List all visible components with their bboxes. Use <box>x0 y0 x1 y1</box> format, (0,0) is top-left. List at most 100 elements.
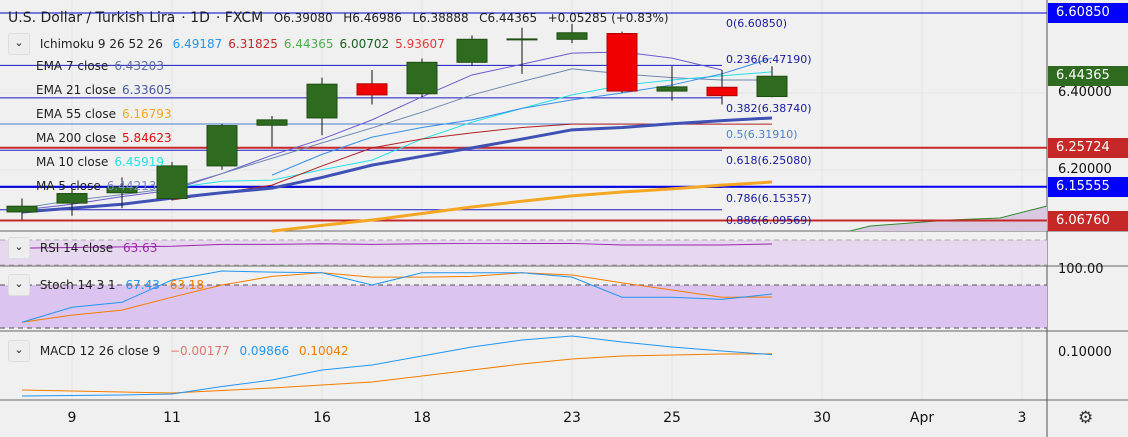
ichimoku-legend: ⌄ Ichimoku 9 26 52 26 6.49187 6.31825 6.44… <box>8 33 457 55</box>
ma-label: MA 10 close <box>36 155 109 169</box>
stoch-d-value: 63.18 <box>169 277 205 292</box>
macd-legend: ⌄ MACD 12 26 close 9 −0.00177 0.09866 0.… <box>8 340 355 362</box>
macd-hist-value: −0.00177 <box>169 343 230 358</box>
candle-body <box>606 33 638 92</box>
stoch-band <box>0 285 1047 328</box>
fib-label: 0.786(6.15357) <box>726 191 812 205</box>
candle-body <box>656 86 688 92</box>
ichimoku-value: 5.93607 <box>395 36 445 51</box>
candle-body <box>6 205 38 213</box>
ma-label: MA 5 close <box>36 179 101 193</box>
stoch-d-line <box>21 272 773 323</box>
ichimoku-value: 6.49187 <box>172 36 223 51</box>
ichimoku-value: 6.44365 <box>283 36 334 51</box>
price-label: 6.06760 <box>1048 210 1128 231</box>
open-value: O6.39080 <box>273 11 333 25</box>
stoch-legend: ⌄ Stoch 14 3 1 67.43 63.18 <box>8 274 210 296</box>
price-tick: 6.40000 <box>1058 85 1112 100</box>
ma-legend-item: MA 200 close 5.84623 <box>36 131 178 145</box>
symbol-name: U.S. Dollar / Turkish Lira <box>8 10 176 26</box>
candle-body <box>756 75 788 98</box>
fib-label: 0.5(6.31910) <box>726 128 798 142</box>
ma-label: EMA 7 close <box>36 59 109 73</box>
ichimoku-label: Ichimoku 9 26 52 26 <box>39 36 163 51</box>
ma-value: 6.43203 <box>114 59 164 73</box>
candle-body <box>406 61 438 95</box>
fib-label: 0(6.60850) <box>726 17 788 30</box>
high-value: H6.46986 <box>343 11 402 25</box>
chevron-down-icon[interactable]: ⌄ <box>8 237 30 259</box>
macd-value: 0.09866 <box>239 343 290 358</box>
symbol-header: U.S. Dollar / Turkish Lira · 1D · FXCM O6.… <box>8 10 669 26</box>
ma-label: MA 200 close <box>36 131 117 145</box>
candle-body <box>456 38 488 63</box>
macd-signal-line <box>21 353 773 394</box>
change-value: +0.05285 (+0.83%) <box>547 11 669 25</box>
ichimoku-value: 6.00702 <box>339 36 390 51</box>
ma-legend-item: EMA 7 close 6.43203 <box>36 59 170 73</box>
moving-average-line <box>21 116 773 214</box>
ma-value: 6.45919 <box>114 155 164 169</box>
rsi-value: 63.63 <box>122 240 158 255</box>
time-tick: 16 <box>313 410 331 426</box>
time-tick: Apr <box>909 410 935 426</box>
candle-body <box>106 186 138 194</box>
rsi-legend: ⌄ RSI 14 close 63.63 <box>8 237 163 259</box>
fib-label: 0.618(6.25080) <box>726 154 812 168</box>
time-tick: 11 <box>163 410 181 426</box>
ichimoku-cloud <box>850 206 1047 231</box>
ichimoku-values: 6.49187 6.31825 6.44365 6.00702 5.93607 <box>173 37 451 51</box>
price-label: 6.44365 <box>1048 66 1128 87</box>
interval[interactable]: 1D <box>190 10 210 26</box>
macd-axis-tick: 0.10000 <box>1058 345 1112 360</box>
macd-line <box>21 335 773 397</box>
ma-value: 6.33605 <box>121 83 172 97</box>
ma-legend-item: EMA 21 close 6.33605 <box>36 83 178 97</box>
price-label: 6.60850 <box>1048 3 1128 23</box>
rsi-label: RSI 14 close <box>39 240 114 255</box>
ma-legend-item: MA 5 close 6.44213 <box>36 179 162 193</box>
time-tick: 9 <box>67 410 77 426</box>
price-label: 6.25724 <box>1048 137 1128 158</box>
ma-legend-item: MA 10 close 6.45919 <box>36 155 170 169</box>
low-value: L6.38888 <box>412 11 469 25</box>
stoch-k-line <box>21 270 773 323</box>
time-tick: 23 <box>563 410 581 426</box>
time-tick: 3 <box>1017 410 1027 426</box>
stoch-k-value: 67.43 <box>125 277 160 292</box>
time-tick: 30 <box>813 410 831 426</box>
candle-body <box>506 38 538 41</box>
stoch-axis-tick: 100.00 <box>1058 262 1104 277</box>
ma-label: EMA 55 close <box>36 107 116 121</box>
ma-legend-item: EMA 55 close 6.16793 <box>36 107 178 121</box>
ichimoku-value: 6.31825 <box>228 36 278 51</box>
ma-value: 5.84623 <box>122 131 172 145</box>
fib-label: 0.382(6.38740) <box>726 101 812 115</box>
chevron-down-icon[interactable]: ⌄ <box>8 33 30 55</box>
chevron-down-icon[interactable]: ⌄ <box>8 340 30 362</box>
candle-body <box>206 125 238 167</box>
chevron-down-icon[interactable]: ⌄ <box>8 274 30 296</box>
macd-label: MACD 12 26 close 9 <box>39 343 161 358</box>
moving-average-line <box>271 180 773 233</box>
candle-body <box>256 119 288 126</box>
fib-label: 0.886(6.09569) <box>726 213 812 227</box>
candle-body <box>556 32 588 40</box>
rsi-band <box>0 240 1047 265</box>
price-label: 6.15555 <box>1048 176 1128 197</box>
fib-label: 0.236(6.47190) <box>726 53 812 67</box>
moving-average-line <box>21 51 723 211</box>
candle-body <box>156 165 188 200</box>
candle-body <box>56 193 88 204</box>
stoch-label: Stoch 14 3 1 <box>39 277 116 292</box>
ma-value: 6.44213 <box>106 179 157 193</box>
ma-label: EMA 21 close <box>36 83 116 97</box>
time-tick: 25 <box>663 410 681 426</box>
gear-icon[interactable]: ⚙ <box>1078 408 1094 428</box>
price-tick: 6.20000 <box>1058 161 1112 177</box>
exchange: FXCM <box>224 10 264 26</box>
rsi-line <box>21 242 773 249</box>
candle-body <box>706 86 738 97</box>
